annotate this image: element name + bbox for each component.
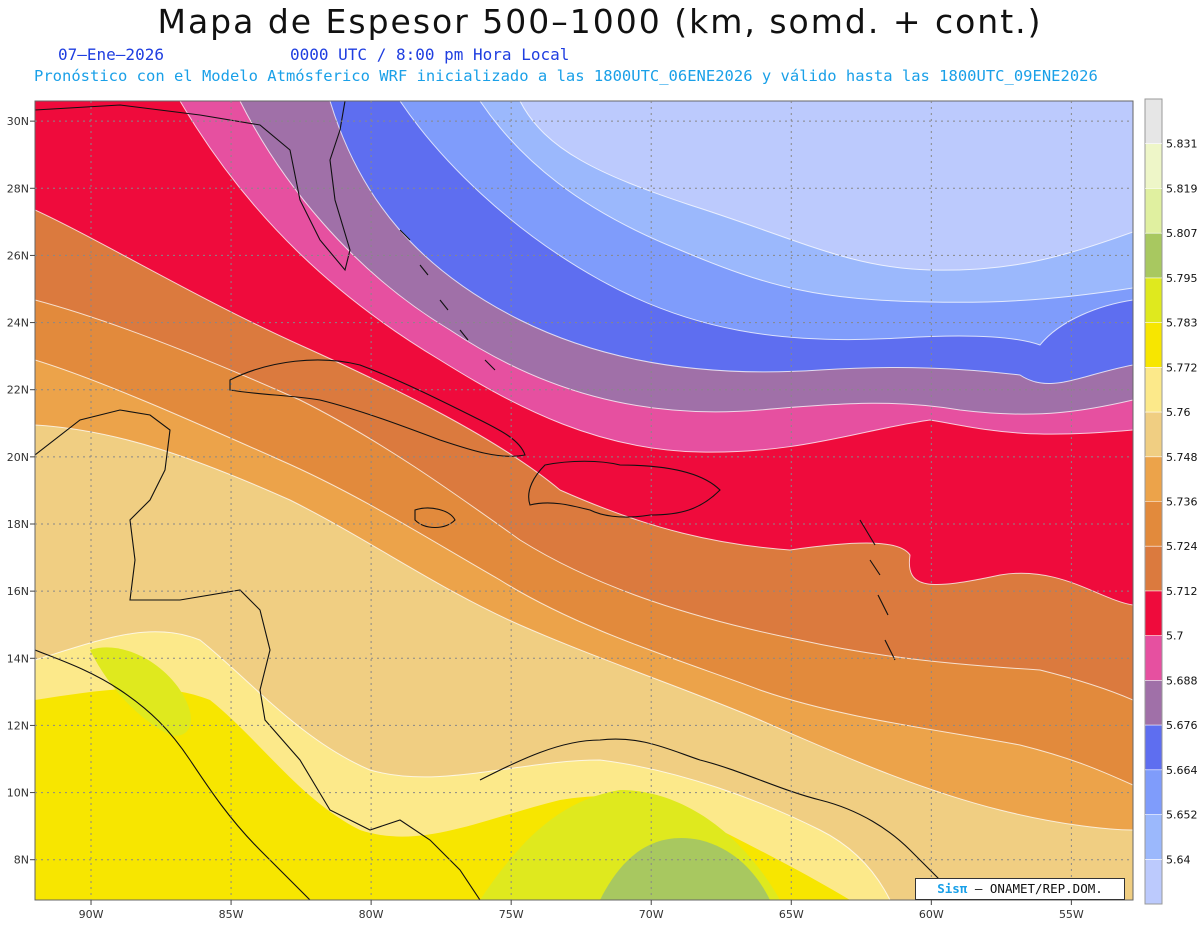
lat-tick-label: 28N xyxy=(7,182,29,195)
lat-tick-label: 30N xyxy=(7,115,29,128)
colorbar-label: 5.76 xyxy=(1166,406,1191,419)
lat-tick-label: 14N xyxy=(7,652,29,665)
colorbar-label: 5.7 xyxy=(1166,630,1184,643)
colorbar-swatch xyxy=(1145,635,1162,681)
colorbar-label: 5.807 xyxy=(1166,227,1198,240)
band-5795-west xyxy=(90,647,191,736)
colorbar: 5.831 5.819 5.807 5.795 5.783 5.772 5.76 5.748 5… xyxy=(1144,98,1198,905)
colorbar-swatch xyxy=(1145,233,1162,279)
forecast-description: Pronóstico con el Modelo Atmósferico WRF… xyxy=(34,67,1098,85)
colorbar-label: 5.783 xyxy=(1166,317,1198,330)
contour-fill-layer xyxy=(35,101,1133,900)
colorbar-label: 5.736 xyxy=(1166,496,1198,509)
colorbar-swatch xyxy=(1145,814,1162,860)
lon-tick-label: 65W xyxy=(779,908,804,921)
lat-tick-label: 20N xyxy=(7,451,29,464)
lon-tick-label: 70W xyxy=(639,908,664,921)
lon-tick-label: 60W xyxy=(919,908,944,921)
colorbar-swatch xyxy=(1145,501,1162,547)
colorbar-label: 5.64 xyxy=(1166,853,1191,866)
credit-box: Sisπ – ONAMET/REP.DOM. xyxy=(915,878,1125,900)
colorbar-label: 5.795 xyxy=(1166,272,1198,285)
lat-tick-label: 24N xyxy=(7,317,29,330)
lat-tick-label: 8N xyxy=(14,854,29,867)
valid-date: 07–Ene–2026 xyxy=(58,45,164,64)
colorbar-swatch xyxy=(1145,590,1162,637)
colorbar-swatch xyxy=(1145,412,1162,458)
colorbar-label: 5.712 xyxy=(1166,585,1198,598)
graticule xyxy=(35,101,1133,900)
lat-tick-label: 26N xyxy=(7,249,29,262)
colorbar-swatch xyxy=(1145,456,1162,502)
lon-tick-label: 90W xyxy=(79,908,104,921)
lon-tick-label: 80W xyxy=(359,908,384,921)
colorbar-label: 5.676 xyxy=(1166,719,1198,732)
colorbar-label: 5.724 xyxy=(1166,540,1198,553)
lat-tick-label: 12N xyxy=(7,719,29,732)
colorbar-label: 5.748 xyxy=(1166,451,1198,464)
colorbar-swatch xyxy=(1145,99,1162,145)
colorbar-swatch xyxy=(1145,367,1162,413)
map-axes: 90W 85W 80W 75W 70W 65W 60W 55W 30N 28N 26N 24N 22N 2… xyxy=(7,115,1084,921)
colorbar-swatch xyxy=(1145,680,1162,726)
credit-brand: Sisπ xyxy=(937,881,968,896)
lon-tick-label: 75W xyxy=(499,908,524,921)
lon-tick-label: 55W xyxy=(1059,908,1084,921)
coastlines xyxy=(35,101,961,900)
map-title: Mapa de Espesor 500–1000 (km, somd. + co… xyxy=(157,2,1043,41)
colorbar-label: 5.831 xyxy=(1166,138,1198,151)
colorbar-label: 5.652 xyxy=(1166,809,1198,822)
colorbar-label: 5.664 xyxy=(1166,764,1198,777)
colorbar-label: 5.819 xyxy=(1166,182,1198,195)
colorbar-swatch xyxy=(1145,859,1162,905)
lat-tick-label: 18N xyxy=(7,518,29,531)
colorbar-label: 5.688 xyxy=(1166,674,1198,687)
valid-time: 0000 UTC / 8:00 pm Hora Local xyxy=(290,45,570,64)
colorbar-swatch xyxy=(1145,143,1162,189)
band-5807 xyxy=(600,838,770,900)
lon-tick-label: 85W xyxy=(219,908,244,921)
lat-tick-label: 10N xyxy=(7,787,29,800)
colorbar-swatch xyxy=(1145,769,1162,816)
credit-text: – ONAMET/REP.DOM. xyxy=(967,881,1103,896)
colorbar-swatch xyxy=(1145,546,1162,592)
colorbar-swatch xyxy=(1145,277,1162,324)
colorbar-label: 5.772 xyxy=(1166,361,1198,374)
colorbar-swatch xyxy=(1145,188,1162,234)
lat-tick-label: 16N xyxy=(7,585,29,598)
colorbar-swatch xyxy=(1145,725,1162,771)
lat-tick-label: 22N xyxy=(7,384,29,397)
map-frame xyxy=(34,100,1134,901)
colorbar-swatch xyxy=(1145,322,1162,368)
